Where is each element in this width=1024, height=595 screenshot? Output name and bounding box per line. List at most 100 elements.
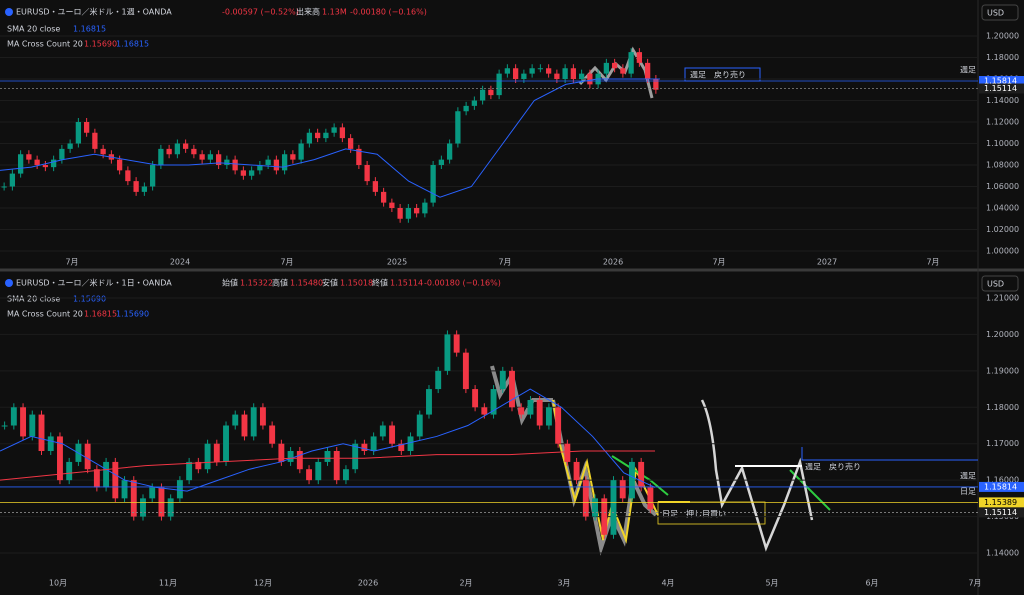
candle [57,436,63,481]
candle [455,111,461,144]
currency[interactable]: USD [987,9,1004,18]
candle [555,407,562,444]
candle [444,334,451,371]
candle [407,436,414,451]
candle [453,334,460,353]
y-tick-label: 1.18000 [986,53,1019,62]
candle [26,154,32,160]
currency-button[interactable] [981,4,1019,21]
symbol-icon [5,8,13,16]
candle [339,127,346,139]
symbol[interactable]: EURUSD・ユーロ／米ドル・1日・OANDA [16,278,172,288]
change: -0.00180 (−0.16%) [350,8,427,17]
indicator-label[interactable]: MA Cross Count 20 [7,40,83,49]
candle [435,370,442,390]
y-tick-label: 1.00000 [986,247,1019,256]
candle [29,414,36,437]
candle [298,143,304,160]
candle [430,165,436,203]
indicator-label[interactable]: SMA 20 close [7,295,60,304]
candle [554,73,560,79]
candle [333,451,340,481]
candle [389,202,395,208]
candle [398,443,405,451]
high-label: 高値 [272,278,288,288]
candle [112,461,119,499]
currency[interactable]: USD [987,280,1004,289]
candle [1,186,7,188]
candle [59,148,65,160]
price-tag-label: 1.15389 [984,498,1017,507]
candle [416,414,423,437]
candle [259,407,266,426]
volume-label: 出来高 [296,7,320,17]
annotation-box [801,447,978,461]
x-tick-label: 5月 [765,579,778,588]
x-tick-label: 2024 [170,258,190,267]
candle [191,148,197,155]
y-tick-label: 1.08000 [986,161,1019,170]
candle [204,443,211,470]
y-tick-label: 1.19000 [986,366,1019,375]
candle [125,170,131,182]
candle [545,68,552,74]
candle [512,68,519,79]
candle [306,132,313,144]
candle [20,407,27,437]
y-tick-label: 1.12000 [986,118,1019,127]
x-tick-label: 7月 [65,258,78,267]
candle [471,100,478,106]
candle [92,132,98,149]
candle [84,443,91,470]
candle [603,62,610,74]
indicator-value: 1.16815 [84,310,117,319]
candle [636,52,643,63]
candle [199,154,205,160]
x-tick-label: 2026 [358,579,378,588]
annotation-box [657,501,766,525]
moving-average [0,78,660,198]
candle [582,480,589,517]
candle [232,414,239,426]
candle [463,105,469,112]
volume: 1.13M [322,8,347,17]
candle [265,159,271,165]
candle [9,173,16,187]
candle [496,73,502,96]
drawing [789,469,831,511]
y-tick-label: 1.04000 [986,204,1019,213]
currency-button[interactable] [981,275,1019,292]
candle [361,443,368,451]
candle [182,143,189,149]
candle [620,68,626,74]
candle [481,407,488,415]
candle [314,132,321,139]
candle [278,443,285,462]
price-tag-label: 1.15114 [984,508,1017,517]
x-tick-label: 7月 [498,258,511,267]
y-tick-label: 1.17000 [986,439,1019,448]
candle [140,498,146,517]
x-tick-label: 6月 [865,579,878,588]
candle [562,68,568,79]
candle [248,170,255,176]
moving-average [0,450,655,481]
candle [17,154,24,174]
candle [250,407,257,437]
x-tick-label: 2月 [459,579,472,588]
price-tag-label: 1.15814 [984,76,1017,85]
candle [103,461,110,488]
symbol-icon [5,279,13,287]
indicator-label[interactable]: MA Cross Count 20 [7,310,83,319]
candle [509,370,515,408]
indicator-label[interactable]: SMA 20 close [7,25,60,34]
candle [83,122,90,133]
symbol[interactable]: EURUSD・ユーロ／米ドル・1週・OANDA [16,7,172,17]
candle [1,425,8,427]
candle [438,159,445,165]
candle [240,170,247,176]
candle [504,68,511,74]
x-tick-label: 7月 [280,258,293,267]
candle [42,165,49,168]
